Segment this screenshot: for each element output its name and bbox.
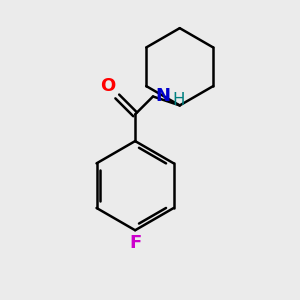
Text: H: H (172, 91, 185, 109)
Text: O: O (100, 77, 115, 95)
Text: N: N (155, 88, 170, 106)
Text: F: F (129, 234, 141, 252)
